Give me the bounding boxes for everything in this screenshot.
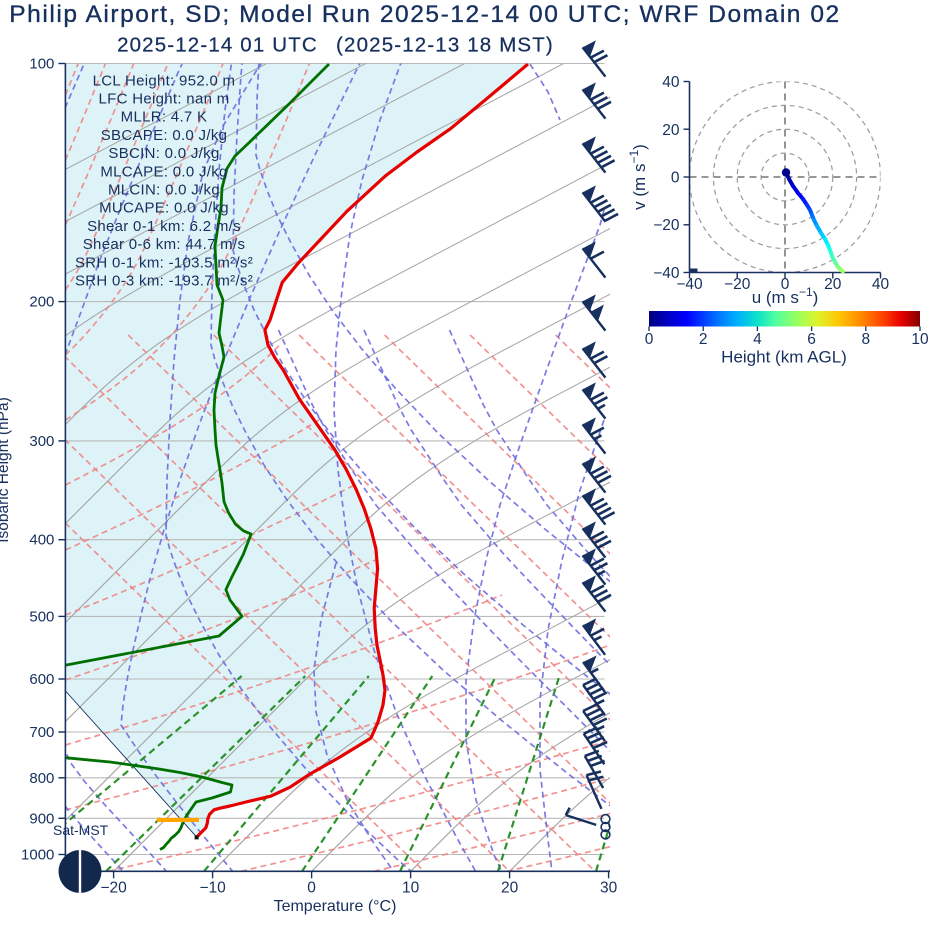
svg-text:10: 10 bbox=[402, 879, 420, 896]
svg-text:Shear 0-6 km: 44.7 m/s: Shear 0-6 km: 44.7 m/s bbox=[83, 236, 246, 253]
svg-text:20: 20 bbox=[501, 879, 519, 896]
svg-text:800: 800 bbox=[29, 770, 54, 787]
svg-text:Philip Airport, SD; Model Run: Philip Airport, SD; Model Run 2025-12-14… bbox=[9, 1, 840, 28]
svg-text:SRH 0-1 km: -103.5 m²/s²: SRH 0-1 km: -103.5 m²/s² bbox=[75, 254, 253, 271]
svg-text:0: 0 bbox=[781, 276, 790, 293]
svg-text:100: 100 bbox=[29, 56, 54, 73]
svg-text:−40: −40 bbox=[676, 276, 703, 293]
svg-text:MUCAPE: 0.0 J/kg: MUCAPE: 0.0 J/kg bbox=[99, 200, 229, 217]
svg-text:0: 0 bbox=[307, 879, 316, 896]
svg-text:Isobaric Height (hPa): Isobaric Height (hPa) bbox=[0, 397, 12, 543]
svg-text:SBCAPE: 0.0 J/kg: SBCAPE: 0.0 J/kg bbox=[101, 127, 228, 144]
svg-text:900: 900 bbox=[29, 810, 54, 827]
svg-text:40: 40 bbox=[662, 74, 680, 91]
svg-text:−20: −20 bbox=[100, 879, 127, 896]
svg-text:Temperature (°C): Temperature (°C) bbox=[274, 898, 397, 915]
svg-text:300: 300 bbox=[29, 433, 54, 450]
svg-text:SRH 0-3 km: -193.7 m²/s²: SRH 0-3 km: -193.7 m²/s² bbox=[75, 273, 253, 290]
svg-text:1000: 1000 bbox=[21, 847, 54, 864]
svg-text:2025-12-14 01 UTC (2025-12-13: 2025-12-14 01 UTC (2025-12-13 18 MST) bbox=[117, 34, 554, 57]
svg-text:8: 8 bbox=[861, 331, 870, 348]
svg-text:Sat-MST: Sat-MST bbox=[53, 822, 109, 838]
svg-text:SBCIN: 0.0 J/kg: SBCIN: 0.0 J/kg bbox=[108, 145, 219, 162]
svg-text:4: 4 bbox=[753, 331, 762, 348]
svg-text:−20: −20 bbox=[653, 217, 680, 234]
svg-text:20: 20 bbox=[824, 276, 842, 293]
svg-text:Shear 0-1 km: 6.2 m/s: Shear 0-1 km: 6.2 m/s bbox=[87, 218, 241, 235]
svg-text:−20: −20 bbox=[724, 276, 751, 293]
svg-text:200: 200 bbox=[29, 294, 54, 311]
svg-text:600: 600 bbox=[29, 671, 54, 688]
svg-text:0: 0 bbox=[671, 170, 680, 187]
svg-text:20: 20 bbox=[662, 122, 680, 139]
svg-text:700: 700 bbox=[29, 724, 54, 741]
svg-text:−40: −40 bbox=[653, 265, 680, 282]
svg-text:2: 2 bbox=[699, 331, 708, 348]
svg-text:40: 40 bbox=[872, 276, 890, 293]
svg-text:0: 0 bbox=[645, 331, 654, 348]
svg-text:LCL Height: 952.0 m: LCL Height: 952.0 m bbox=[93, 72, 236, 89]
svg-text:400: 400 bbox=[29, 532, 54, 549]
svg-text:MLCIN: 0.0 J/kg: MLCIN: 0.0 J/kg bbox=[108, 182, 220, 199]
svg-text:−10: −10 bbox=[199, 879, 226, 896]
svg-text:10: 10 bbox=[911, 331, 928, 348]
svg-text:MLLR: 4.7 K: MLLR: 4.7 K bbox=[121, 109, 208, 126]
svg-text:6: 6 bbox=[807, 331, 816, 348]
svg-text:LFC Height: nan m: LFC Height: nan m bbox=[99, 91, 230, 108]
svg-text:Height (km AGL): Height (km AGL) bbox=[721, 348, 847, 367]
svg-text:MLCAPE: 0.0 J/kg: MLCAPE: 0.0 J/kg bbox=[100, 163, 227, 180]
svg-text:30: 30 bbox=[600, 879, 618, 896]
svg-text:500: 500 bbox=[29, 608, 54, 625]
